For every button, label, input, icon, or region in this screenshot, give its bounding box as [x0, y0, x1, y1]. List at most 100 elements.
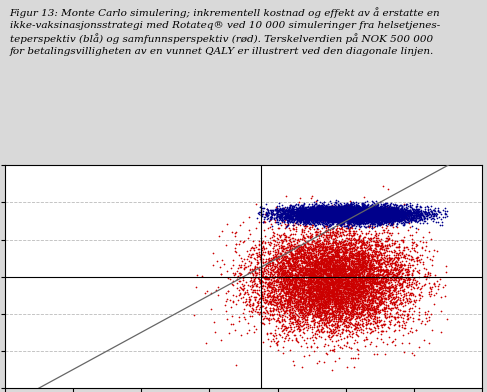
Point [381, 285, 389, 292]
Point [316, 258, 323, 264]
Point [360, 213, 368, 220]
Point [339, 207, 347, 214]
Point [365, 310, 373, 317]
Point [338, 244, 346, 250]
Point [421, 206, 429, 212]
Point [363, 217, 371, 223]
Point [306, 212, 314, 219]
Point [351, 212, 358, 218]
Point [308, 288, 316, 294]
Point [281, 286, 289, 292]
Point [354, 213, 362, 219]
Point [292, 268, 300, 274]
Point [306, 208, 314, 214]
Point [332, 204, 339, 211]
Point [317, 277, 324, 283]
Point [305, 217, 313, 223]
Point [359, 248, 367, 254]
Point [337, 211, 345, 217]
Point [307, 287, 315, 293]
Point [305, 287, 313, 294]
Point [344, 221, 352, 227]
Point [327, 209, 335, 215]
Point [339, 211, 347, 217]
Point [286, 301, 294, 308]
Point [250, 266, 258, 272]
Point [398, 282, 406, 288]
Point [314, 268, 322, 274]
Point [390, 204, 397, 211]
Point [322, 287, 330, 293]
Point [324, 212, 332, 219]
Point [296, 281, 304, 288]
Point [345, 211, 353, 217]
Point [360, 263, 368, 269]
Point [337, 290, 345, 296]
Point [368, 207, 376, 214]
Point [364, 208, 372, 214]
Point [302, 217, 310, 223]
Point [326, 296, 334, 303]
Point [328, 347, 336, 354]
Point [307, 279, 315, 286]
Point [313, 209, 320, 215]
Point [329, 207, 337, 213]
Point [359, 288, 367, 294]
Point [362, 205, 370, 212]
Point [362, 210, 370, 216]
Point [356, 215, 364, 221]
Point [353, 207, 361, 213]
Point [307, 204, 315, 211]
Point [357, 227, 365, 234]
Point [345, 265, 353, 271]
Point [349, 206, 357, 212]
Point [309, 207, 317, 214]
Point [394, 212, 402, 218]
Point [342, 211, 350, 217]
Point [314, 214, 321, 221]
Point [308, 281, 316, 287]
Point [323, 213, 331, 219]
Point [336, 280, 343, 286]
Point [349, 277, 356, 283]
Point [313, 207, 320, 213]
Point [380, 211, 388, 217]
Point [378, 230, 386, 236]
Point [381, 267, 389, 273]
Point [340, 279, 348, 285]
Point [280, 338, 288, 344]
Point [311, 207, 318, 213]
Point [354, 285, 361, 291]
Point [345, 209, 353, 216]
Point [326, 213, 334, 219]
Point [393, 271, 401, 278]
Point [301, 209, 309, 215]
Point [296, 294, 303, 300]
Point [354, 250, 361, 257]
Point [383, 212, 391, 218]
Point [364, 207, 372, 214]
Point [303, 204, 311, 210]
Point [268, 270, 276, 277]
Point [290, 295, 298, 301]
Point [312, 205, 319, 211]
Point [353, 204, 361, 211]
Point [345, 219, 353, 225]
Point [308, 214, 316, 221]
Point [396, 295, 404, 301]
Point [355, 295, 363, 301]
Point [331, 267, 339, 273]
Point [332, 299, 340, 305]
Point [315, 283, 323, 289]
Point [339, 299, 347, 306]
Point [359, 264, 367, 270]
Point [273, 209, 281, 216]
Point [361, 301, 369, 307]
Point [364, 211, 372, 217]
Point [361, 212, 369, 219]
Point [316, 260, 323, 267]
Point [284, 332, 292, 339]
Point [319, 205, 327, 211]
Point [316, 205, 323, 212]
Point [393, 250, 401, 256]
